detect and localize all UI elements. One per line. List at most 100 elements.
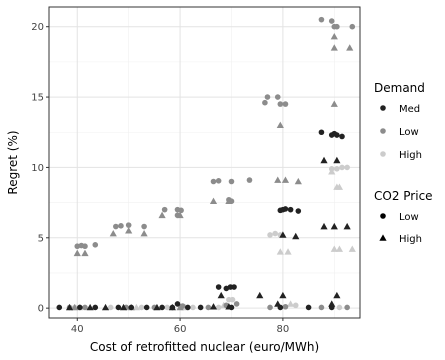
data-point [348,245,356,252]
data-point [184,304,191,311]
data-point [140,229,148,237]
data-point [282,303,289,310]
y-tick-label: 5 [38,233,44,244]
data-point [65,303,74,311]
data-point [225,197,233,205]
data-point [279,231,287,238]
data-point [333,291,341,299]
data-point [344,164,350,171]
data-point [334,166,340,172]
data-point [318,16,325,23]
legend-label-demand: Med [399,104,420,115]
data-point [330,100,338,107]
data-point [274,94,281,100]
data-point [164,304,171,311]
data-point [215,304,222,311]
data-point [215,284,222,290]
data-point [287,300,295,307]
data-point [101,303,110,311]
legend-key-co2 [380,213,386,219]
data-point [292,232,300,240]
data-point [330,32,338,40]
data-point [330,222,338,230]
data-point [320,222,328,230]
data-point [119,303,128,311]
data-point [330,44,338,51]
data-point [174,301,181,307]
data-point [82,304,88,311]
data-point [161,206,168,213]
legend-label-demand: High [399,150,422,161]
data-point [295,208,302,214]
data-point [215,177,222,184]
data-point [274,300,282,307]
legend: Demand Med Low High CO2 Price Low High [374,81,433,245]
data-point [71,303,79,311]
data-point [168,303,176,311]
data-point [231,284,237,290]
data-point [205,304,212,311]
data-point [292,302,299,309]
legend-title-co2: CO2 Price [374,189,433,203]
y-tick-label: 10 [31,163,44,174]
data-points [56,16,356,311]
x-axis: 40 60 80 [71,318,289,335]
data-point [217,291,225,299]
legend-key-demand [380,151,386,157]
legend-label-demand: Low [399,127,419,138]
data-point [279,291,287,299]
data-point [343,222,351,230]
data-point [125,227,133,234]
y-tick-label: 0 [38,304,44,315]
data-point [86,303,94,311]
data-point [267,232,273,238]
data-point [335,245,344,252]
data-point [281,176,290,183]
data-point [77,304,83,311]
data-point [346,44,354,51]
data-point [349,23,356,30]
data-point [81,249,89,257]
data-point [128,304,135,311]
data-point [282,101,289,107]
data-point [256,291,264,299]
y-tick-label: 20 [31,22,44,33]
y-axis-title: Regret (%) [6,130,20,194]
data-point [320,156,328,164]
data-point [210,178,217,185]
data-point [209,197,218,205]
data-point [125,222,132,228]
data-point [284,248,292,255]
y-axis: 0 5 10 15 20 [31,22,49,315]
data-point [107,304,114,311]
legend-key-co2 [379,234,387,241]
data-point [197,304,204,311]
data-point [115,304,122,311]
data-point [262,99,268,106]
major-gridlines [49,7,360,318]
data-point [277,101,284,107]
data-point [56,304,63,311]
data-point [339,164,345,171]
data-point [132,303,140,311]
data-point [344,304,350,311]
data-point [141,223,147,230]
x-axis-title: Cost of retrofitted nuclear (euro/MWh) [90,340,319,354]
data-point [109,229,117,237]
data-point [113,223,119,230]
panel-border [48,6,361,319]
y-tick-label: 15 [31,93,44,104]
data-point [159,304,165,311]
data-point [287,206,294,213]
data-point [176,211,184,219]
data-point [73,249,81,257]
legend-label-co2: Low [399,212,419,223]
data-point [153,303,161,311]
data-point [334,132,340,138]
x-tick-label: 80 [277,324,290,335]
data-point [190,304,196,311]
data-point [330,245,338,252]
data-point [282,206,289,212]
data-point [82,243,88,250]
